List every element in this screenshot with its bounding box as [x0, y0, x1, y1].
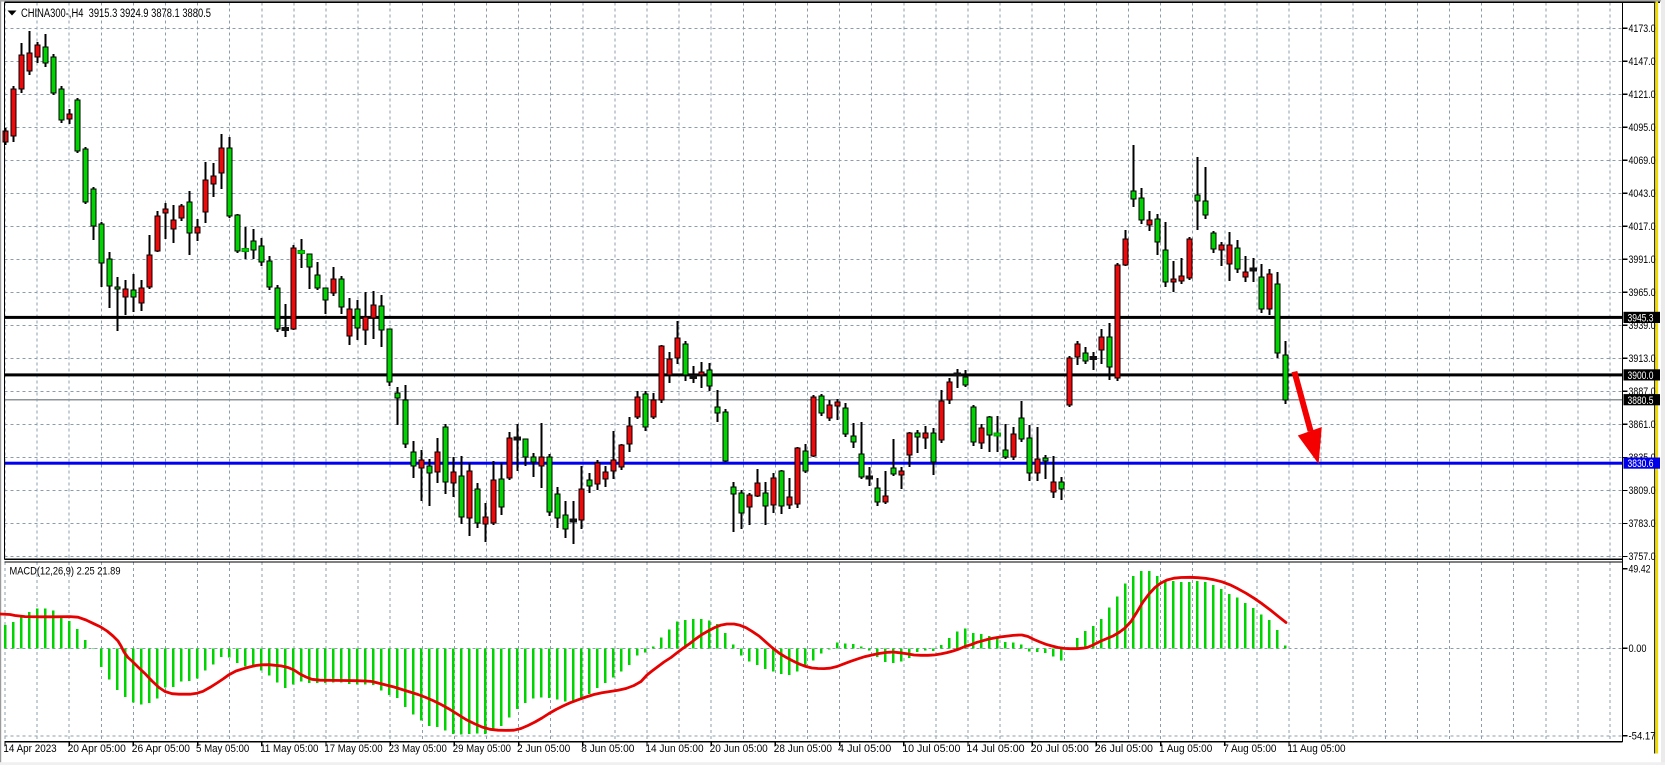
- svg-text:14 Apr 2023: 14 Apr 2023: [3, 743, 56, 755]
- svg-text:4121.0: 4121.0: [1629, 89, 1656, 101]
- svg-text:4017.0: 4017.0: [1629, 221, 1656, 233]
- svg-text:14 Jun 05:00: 14 Jun 05:00: [645, 743, 703, 755]
- svg-text:3945.3: 3945.3: [1628, 313, 1654, 325]
- svg-text:3830.6: 3830.6: [1628, 458, 1654, 470]
- svg-text:4147.0: 4147.0: [1629, 56, 1656, 68]
- svg-text:26 Jul 05:00: 26 Jul 05:00: [1095, 743, 1153, 755]
- svg-text:26 Apr 05:00: 26 Apr 05:00: [132, 743, 190, 755]
- svg-text:20 Jun 05:00: 20 Jun 05:00: [710, 743, 768, 755]
- svg-text:3757.0: 3757.0: [1629, 551, 1656, 563]
- svg-text:11 May 05:00: 11 May 05:00: [260, 743, 318, 755]
- svg-text:4173.0: 4173.0: [1629, 23, 1656, 35]
- svg-text:2 Jun 05:00: 2 Jun 05:00: [517, 743, 570, 755]
- svg-text:1 Aug 05:00: 1 Aug 05:00: [1159, 743, 1212, 755]
- svg-text:20 Apr 05:00: 20 Apr 05:00: [68, 743, 126, 755]
- svg-text:4095.0: 4095.0: [1629, 122, 1656, 134]
- svg-text:49.42: 49.42: [1629, 564, 1651, 576]
- svg-text:28 Jun 05:00: 28 Jun 05:00: [774, 743, 832, 755]
- svg-text:4043.0: 4043.0: [1629, 188, 1656, 200]
- svg-text:CHINA300-,H4 3915.3 3924.9 38: CHINA300-,H4 3915.3 3924.9 3878.1 3880.5: [21, 8, 211, 20]
- svg-text:3900.0: 3900.0: [1628, 370, 1654, 382]
- svg-text:3783.0: 3783.0: [1629, 518, 1656, 530]
- svg-text:20 Jul 05:00: 20 Jul 05:00: [1031, 743, 1089, 755]
- svg-text:MACD(12,26,9) 2.25 21.89: MACD(12,26,9) 2.25 21.89: [10, 566, 121, 578]
- svg-text:11 Aug 05:00: 11 Aug 05:00: [1287, 743, 1345, 755]
- svg-text:4 Jul 05:00: 4 Jul 05:00: [838, 743, 891, 755]
- svg-text:3991.0: 3991.0: [1629, 254, 1656, 266]
- svg-text:7 Aug 05:00: 7 Aug 05:00: [1223, 743, 1276, 755]
- svg-text:10 Jul 05:00: 10 Jul 05:00: [902, 743, 960, 755]
- svg-text:-54.17: -54.17: [1629, 730, 1656, 742]
- svg-text:23 May 05:00: 23 May 05:00: [389, 743, 447, 755]
- svg-text:14 Jul 05:00: 14 Jul 05:00: [966, 743, 1024, 755]
- svg-text:4069.0: 4069.0: [1629, 155, 1656, 167]
- svg-text:3809.0: 3809.0: [1629, 485, 1656, 497]
- svg-text:0.00: 0.00: [1629, 643, 1647, 655]
- svg-text:5 May 05:00: 5 May 05:00: [196, 743, 249, 755]
- svg-text:3880.5: 3880.5: [1628, 395, 1654, 407]
- svg-text:17 May 05:00: 17 May 05:00: [324, 743, 382, 755]
- svg-text:3861.0: 3861.0: [1629, 419, 1656, 431]
- svg-text:3913.0: 3913.0: [1629, 353, 1656, 365]
- svg-text:3965.0: 3965.0: [1629, 287, 1656, 299]
- svg-text:8 Jun 05:00: 8 Jun 05:00: [581, 743, 634, 755]
- svg-text:29 May 05:00: 29 May 05:00: [453, 743, 511, 755]
